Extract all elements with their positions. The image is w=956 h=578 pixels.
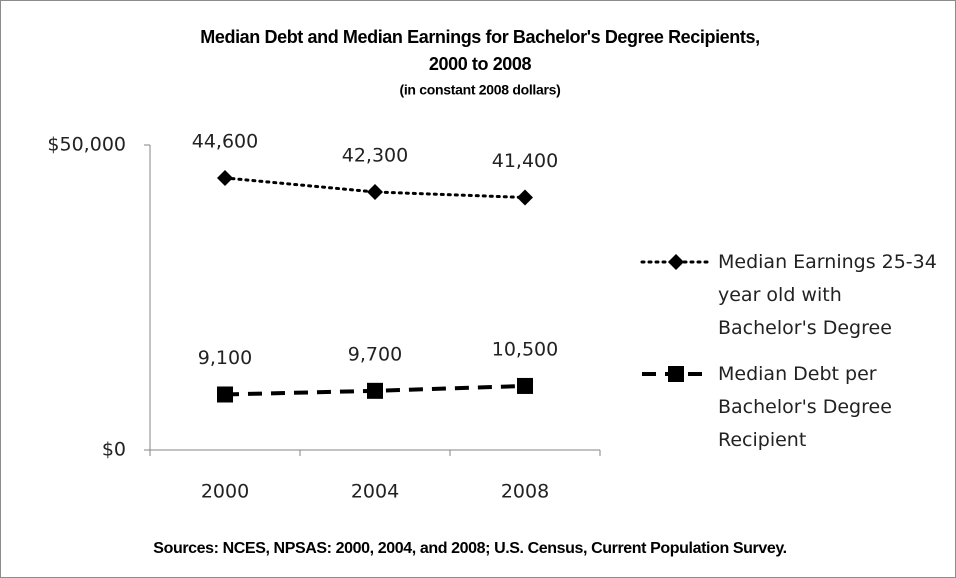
series-line — [223, 176, 527, 199]
legend-line-text: Median Earnings 25-34 — [718, 251, 937, 273]
legend-marker — [668, 366, 684, 382]
legend-label: Median Earnings 25-34 year old with Bachel… — [718, 251, 937, 339]
legend-label: Median Debt per Bachelor's Degree Recipien… — [718, 363, 892, 451]
legend-line-text: Median Debt per — [718, 363, 877, 385]
x-tick-label: 2000 — [201, 481, 249, 503]
data-label: 9,100 — [198, 347, 252, 369]
chart-subtitle: (in constant 2008 dollars) — [399, 82, 560, 98]
source-note: Sources: NCES, NPSAS: 2000, 2004, and 20… — [153, 540, 786, 557]
x-tick-label: 2004 — [351, 481, 399, 503]
legend-marker — [668, 254, 684, 270]
data-label: 42,300 — [342, 144, 408, 166]
legend-line-text: Bachelor's Degree — [718, 396, 892, 418]
data-label: 44,600 — [192, 130, 258, 152]
data-label: 9,700 — [348, 343, 402, 365]
data-label: 41,400 — [492, 150, 558, 172]
marker — [217, 169, 233, 186]
legend-line-text: Recipient — [718, 429, 806, 451]
marker — [367, 183, 383, 200]
marker — [367, 382, 383, 399]
y-tick-label: $50,000 — [47, 134, 126, 156]
legend-line-text: year old with — [718, 284, 842, 306]
marker — [517, 189, 533, 206]
legend-line-text: Bachelor's Degree — [718, 317, 892, 339]
y-tick-label: $0 — [102, 439, 126, 461]
x-tick-label: 2008 — [501, 481, 549, 503]
marker — [517, 377, 533, 394]
chart-title: Median Debt and Median Earnings for Bach… — [200, 27, 759, 47]
data-label: 10,500 — [492, 338, 558, 360]
chart-title: 2000 to 2008 — [429, 54, 532, 74]
marker — [217, 386, 233, 403]
